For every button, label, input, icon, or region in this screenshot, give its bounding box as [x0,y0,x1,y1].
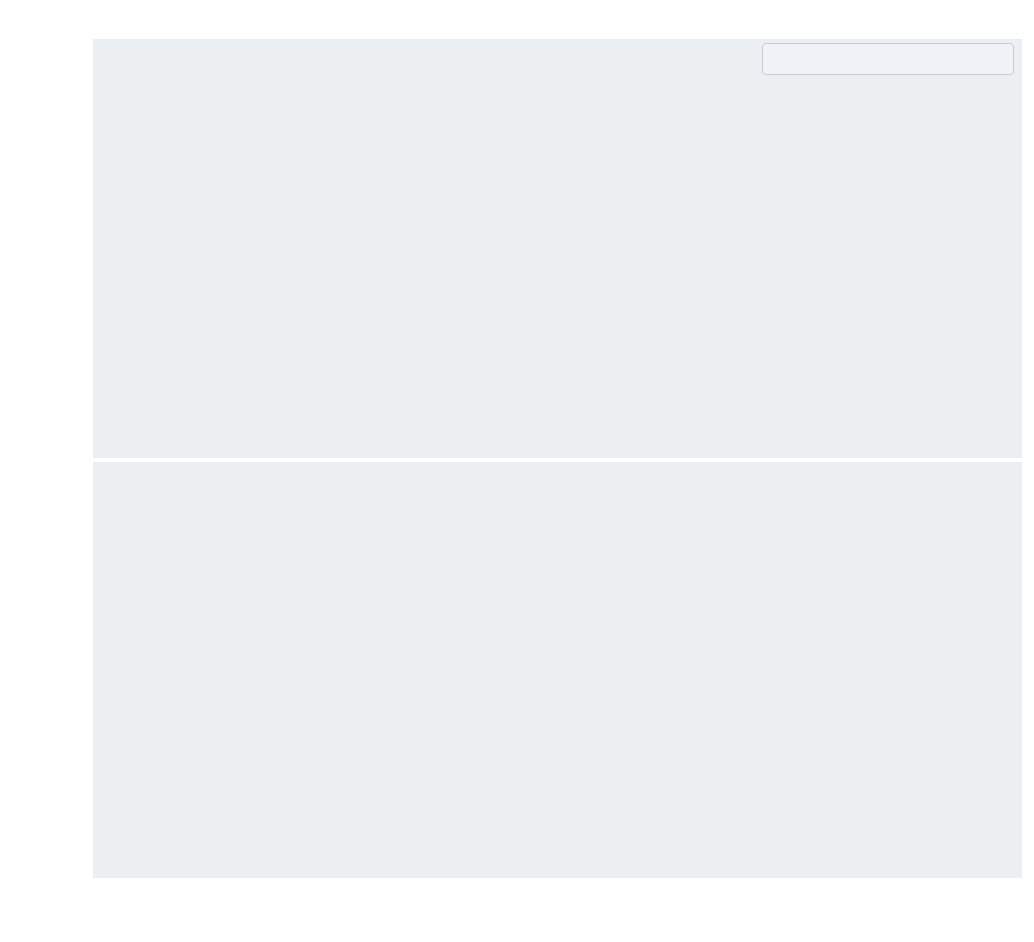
figure [0,0,1034,942]
legend-line-swatch [774,58,804,61]
legend [762,43,1014,75]
bottom-plot-area [93,462,1022,878]
top-plot-area [93,39,1022,458]
